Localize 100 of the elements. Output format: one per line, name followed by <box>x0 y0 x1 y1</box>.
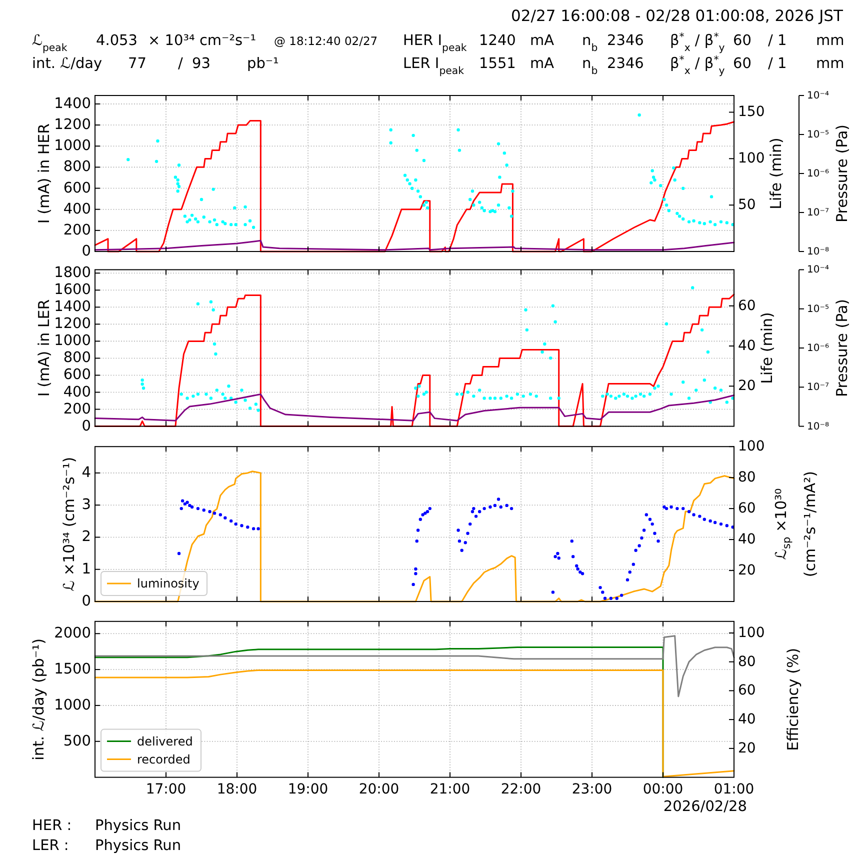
text: 60 <box>733 33 752 49</box>
chart-title: 02/27 16:00:08 - 02/28 01:00:08, 2026 JST <box>511 7 844 25</box>
y3-tick-label: 10⁻⁴ <box>807 264 830 276</box>
y-tick-label: 4 <box>82 464 91 481</box>
y-tick-label: 0 <box>82 244 91 260</box>
y3-tick-label: 10⁻⁷ <box>807 207 830 218</box>
y3-tick-label: 10⁻⁶ <box>807 342 830 354</box>
text: LER I$_{peak}$ <box>403 56 464 76</box>
text: / 1 <box>768 33 787 49</box>
text: Physics Run <box>95 818 182 834</box>
y2-tick-label: 50 <box>738 197 756 214</box>
y-tick-label: 1200 <box>54 316 91 332</box>
text: mA <box>530 56 554 72</box>
y2-tick-label: 150 <box>738 104 765 120</box>
text: 60 <box>733 56 752 72</box>
text: Physics Run <box>95 838 182 854</box>
y-tick-label: 1600 <box>54 282 91 298</box>
y-tick-label: 1000 <box>54 697 91 714</box>
y-tick-label: 1800 <box>54 265 91 282</box>
y-axis-title: I (mA) in LER <box>35 299 53 397</box>
y2-tick-label: 100 <box>738 438 765 455</box>
line-series <box>94 670 735 778</box>
legend-label: luminosity <box>137 576 200 590</box>
y2-tick-label: 100 <box>738 150 765 167</box>
y-tick-label: 1400 <box>54 299 91 316</box>
y-tick-label: 0 <box>82 418 91 434</box>
legend-label: recorded <box>137 752 190 766</box>
text: int. ℒ/day <box>32 56 103 72</box>
text: mA <box>530 33 554 49</box>
y3-tick-label: 10⁻⁵ <box>807 303 830 314</box>
y-tick-label: 800 <box>63 159 91 176</box>
text: @ 18:12:40 02/27 <box>274 34 378 48</box>
text: ℒ$_{peak}$ <box>32 33 68 54</box>
y2-tick-label: 40 <box>738 338 756 354</box>
x-tick-label: 20:00 <box>358 781 400 798</box>
y3-tick-label: 10⁻⁵ <box>807 129 830 140</box>
y2-tick-label: 80 <box>738 470 756 486</box>
x-tick-label: 01:00 <box>714 781 754 798</box>
text: mm <box>816 33 844 49</box>
x-tick-label: 21:00 <box>430 781 470 798</box>
text: 93 <box>192 56 210 72</box>
x-tick-label: 18:00 <box>216 781 258 798</box>
text: pb⁻¹ <box>247 56 280 72</box>
y-tick-label: 500 <box>63 733 91 750</box>
line-series <box>94 635 735 698</box>
text: 1240 <box>479 33 516 49</box>
y-tick-label: 1200 <box>54 117 91 134</box>
text: HER : <box>32 818 72 834</box>
y-axis-title: I (mA) in HER <box>35 123 53 224</box>
y2-tick-label: 60 <box>738 500 756 517</box>
y2-tick-label: 40 <box>738 532 756 548</box>
text: 1551 <box>479 56 516 72</box>
line-series <box>94 470 735 602</box>
y2-tick-label: 20 <box>738 378 756 394</box>
text: / 1 <box>768 56 787 72</box>
y-tick-label: 400 <box>63 384 91 400</box>
y2-tick-label: 20 <box>738 740 756 756</box>
legend-label: delivered <box>137 734 193 748</box>
y-tick-label: 1400 <box>54 96 91 112</box>
y-tick-label: 600 <box>63 180 91 196</box>
y-tick-label: 1 <box>82 561 91 578</box>
x-tick-label: 22:00 <box>500 781 542 798</box>
y-axis-title: ℒ ×10³⁴ (cm⁻²s⁻¹) <box>60 456 78 592</box>
x-tick-label: 23:00 <box>572 781 612 798</box>
x-tick-label: 19:00 <box>288 781 328 798</box>
y2-tick-label: 80 <box>738 654 756 670</box>
text: 2026/02/28 <box>663 799 747 815</box>
line-series <box>94 294 735 428</box>
y-tick-label: 600 <box>63 367 91 384</box>
x-tick-label: 00:00 <box>642 781 684 798</box>
text: LER : <box>32 838 69 854</box>
text: 2346 <box>607 33 644 49</box>
y-tick-label: 1000 <box>54 333 91 350</box>
y3-axis-title: Pressure (Pa) <box>833 124 851 223</box>
y-tick-label: 200 <box>63 222 91 238</box>
y3-tick-label: 10⁻⁶ <box>807 168 830 179</box>
y-tick-label: 2 <box>82 529 91 546</box>
text: mm <box>816 56 844 72</box>
y2-axis-title: Life (min) <box>767 138 785 210</box>
y3-tick-label: 10⁻⁴ <box>807 90 830 101</box>
y-tick-label: 200 <box>63 401 91 418</box>
y-tick-label: 2000 <box>54 626 91 642</box>
y-tick-label: 1000 <box>54 138 91 154</box>
y2-tick-label: 100 <box>738 624 765 641</box>
y3-tick-label: 10⁻⁷ <box>807 382 830 393</box>
x-tick-label: 17:00 <box>146 781 186 798</box>
line-series <box>94 120 735 252</box>
y2-tick-label: 40 <box>738 712 756 728</box>
text: HER I$_{peak}$ <box>403 33 467 54</box>
y-tick-label: 0 <box>82 594 91 610</box>
y2-tick-label: 20 <box>738 562 756 579</box>
y2-axis-title: Life (min) <box>758 312 776 384</box>
y-tick-label: 1500 <box>54 662 91 678</box>
text: × 10³⁴ cm⁻²s⁻¹ <box>148 33 256 49</box>
y-tick-label: 800 <box>63 350 91 366</box>
y-tick-label: 400 <box>63 201 91 218</box>
y-axis-title: int. ℒ/day (pb⁻¹) <box>30 638 48 760</box>
text: n$_{b}$ <box>582 56 598 76</box>
y3-tick-label: 10⁻⁸ <box>807 246 830 257</box>
y3-axis-title: Pressure (Pa) <box>833 298 851 398</box>
